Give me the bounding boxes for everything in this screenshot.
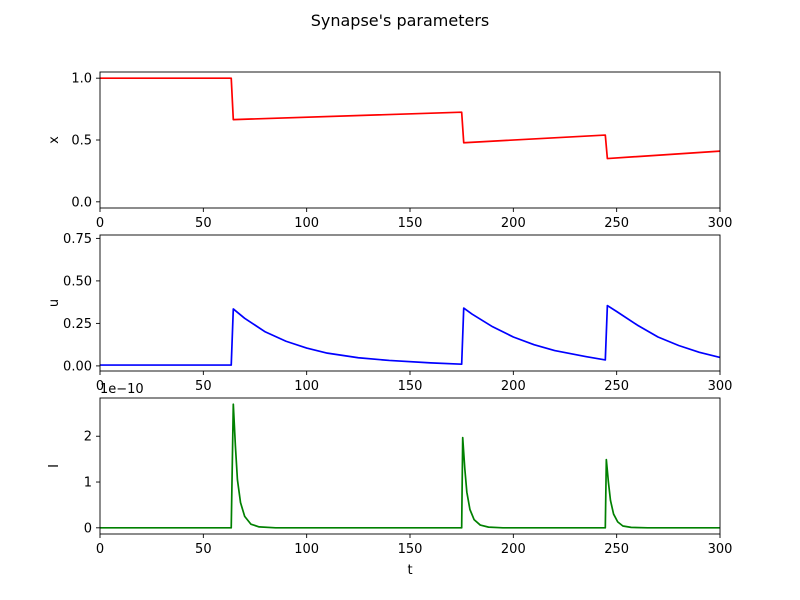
x-tick-label: 300 (708, 379, 733, 394)
y-axis-offset-label: 1e−10 (100, 382, 144, 397)
x-tick-label: 100 (294, 542, 319, 557)
series-line-1 (100, 304, 721, 366)
x-tick-label: 300 (708, 216, 733, 231)
x-tick-label: 200 (501, 379, 526, 394)
y-axis-label: x (47, 136, 62, 144)
x-tick-label: 250 (604, 379, 629, 394)
y-tick-label: 0 (84, 521, 92, 536)
axes-frame (99, 71, 721, 209)
figure-title: Synapse's parameters (311, 11, 490, 30)
y-tick-label: 1 (84, 476, 92, 491)
x-tick-label: 250 (604, 216, 629, 231)
x-axis-label: t (407, 563, 412, 578)
axes-frame (99, 234, 721, 372)
y-tick-label: 0.75 (63, 232, 92, 247)
series-line-1 (100, 77, 721, 160)
y-tick-label: 0.00 (63, 359, 92, 374)
x-tick-label: 50 (195, 216, 212, 231)
x-subplot: 0 50 100 150 200 250 300 0.0 0.5 1.0 x (47, 71, 733, 231)
y-tick-label: 0.25 (63, 317, 92, 332)
u-subplot: 0 50 100 150 200 250 300 0.00 0.25 0.50 0.75 u (47, 232, 732, 394)
x-tick-label: 50 (195, 379, 212, 394)
x-tick-label: 100 (294, 379, 319, 394)
x-tick-label: 200 (501, 542, 526, 557)
x-tick-label: 300 (708, 542, 733, 557)
x-tick-label: 50 (195, 542, 212, 557)
x-tick-label: 0 (96, 379, 104, 394)
y-tick-label: 0.0 (71, 195, 92, 210)
x-tick-label: 0 (96, 216, 104, 231)
x-tick-label: 150 (398, 542, 423, 557)
y-tick-label: 0.50 (63, 274, 92, 289)
x-tick-label: 250 (604, 542, 629, 557)
x-tick-label: 100 (294, 216, 319, 231)
I-subplot: 0 50 100 150 200 250 300 0 1 2 It 1e−10 (47, 382, 732, 578)
y-tick-label: 2 (84, 430, 92, 445)
series-line-1 (100, 403, 720, 529)
x-tick-label: 150 (398, 216, 423, 231)
y-axis-label: u (47, 299, 62, 307)
y-tick-label: 0.5 (71, 134, 92, 149)
axes-frame (99, 397, 721, 535)
x-tick-label: 0 (96, 542, 104, 557)
x-tick-label: 150 (398, 379, 423, 394)
y-axis-label: I (47, 464, 62, 468)
y-tick-label: 1.0 (71, 72, 92, 87)
x-tick-label: 200 (501, 216, 526, 231)
